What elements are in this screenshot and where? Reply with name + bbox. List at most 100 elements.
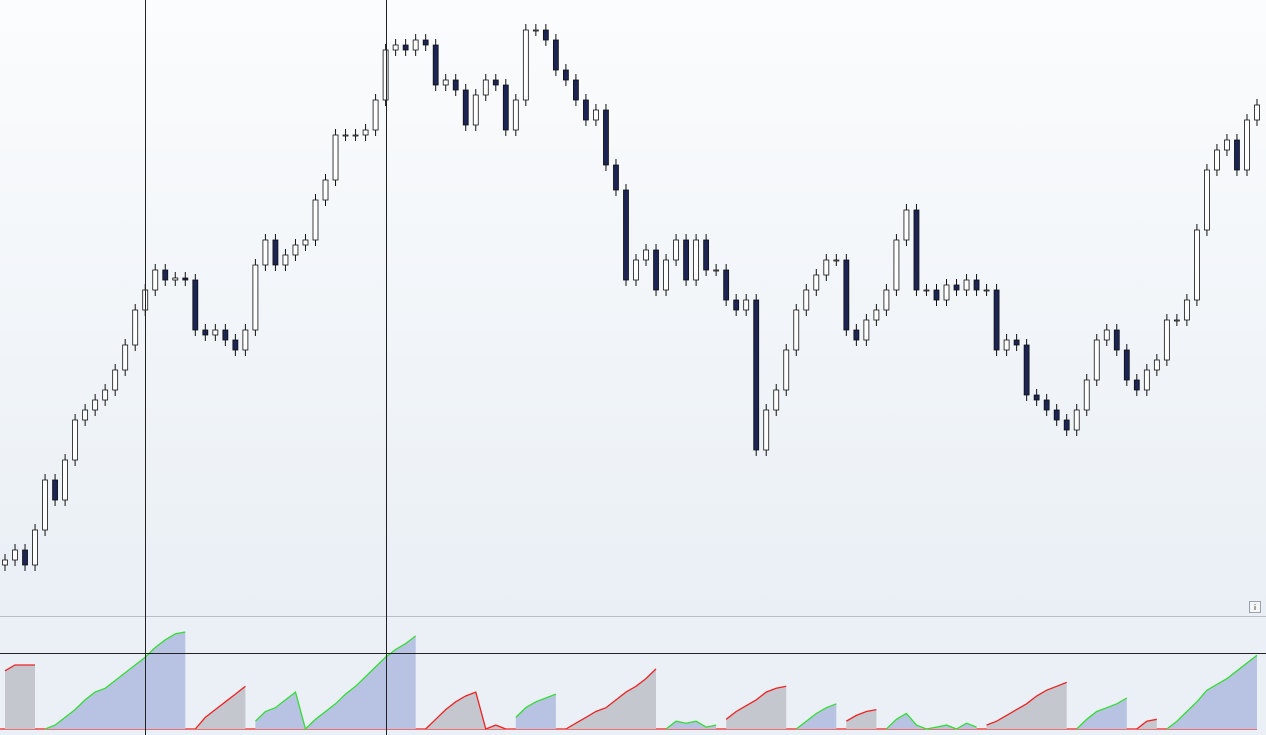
- candle-body: [122, 344, 129, 371]
- indicator-area: [846, 709, 877, 729]
- candle-body: [82, 409, 89, 421]
- candle-body: [12, 549, 18, 561]
- candle-body: [1073, 409, 1080, 431]
- candle-body: [1043, 399, 1050, 411]
- candle-body: [813, 274, 820, 291]
- candle-body: [723, 269, 730, 301]
- candle-body: [1103, 329, 1110, 341]
- candle-body: [663, 259, 669, 291]
- indicator-line: [515, 693, 557, 718]
- candle-body: [482, 79, 489, 96]
- indicator-line: [845, 708, 877, 722]
- indicator-area: [5, 665, 35, 729]
- candle-body: [773, 389, 780, 411]
- candle-body: [933, 289, 940, 301]
- candle-body: [112, 369, 119, 391]
- candle-body: [793, 309, 800, 351]
- candle-body: [42, 479, 48, 531]
- candle-body: [162, 269, 169, 281]
- candle-body: [763, 409, 770, 451]
- candle-body: [392, 44, 399, 51]
- candle-body: [302, 239, 309, 246]
- candle-body: [52, 479, 58, 501]
- candle-body: [973, 279, 980, 291]
- candle-body: [1023, 344, 1030, 396]
- candle-body: [342, 134, 349, 137]
- candle-body: [492, 79, 499, 86]
- candle-body: [1123, 349, 1130, 381]
- info-icon-stem: [1254, 606, 1256, 610]
- candle-body: [282, 254, 289, 266]
- candle-body: [502, 84, 509, 131]
- candle-body: [1234, 139, 1240, 171]
- indicator-line: [4, 664, 35, 672]
- candle-body: [843, 259, 850, 331]
- indicator-line: [795, 703, 837, 730]
- candle-body: [72, 419, 79, 461]
- candle-body: [512, 99, 519, 131]
- candle-body: [1143, 369, 1150, 391]
- candle-body: [1244, 119, 1250, 171]
- candle-body: [172, 277, 179, 281]
- candle-body: [943, 284, 950, 301]
- info-icon-dot: [1254, 604, 1256, 605]
- candle-body: [22, 549, 28, 566]
- candle-body: [1163, 319, 1170, 361]
- candle-body: [963, 279, 970, 291]
- candle-body: [522, 29, 529, 101]
- candle-body: [863, 319, 870, 341]
- candle-body: [1113, 329, 1120, 351]
- candle-body: [252, 264, 259, 331]
- candle-body: [1173, 319, 1180, 322]
- indicator-area: [255, 635, 416, 729]
- candle-body: [803, 289, 810, 311]
- candle-body: [262, 239, 269, 266]
- indicator-area: [796, 703, 837, 729]
- indicator-line: [665, 720, 717, 730]
- candle-body: [372, 99, 379, 131]
- candle-body: [1153, 359, 1160, 371]
- candle-body: [462, 89, 469, 126]
- info-icon[interactable]: [1249, 601, 1261, 613]
- indicator-area: [565, 668, 656, 729]
- indicator-area: [425, 692, 506, 729]
- candle-body: [412, 39, 419, 51]
- price-panel: [0, 0, 1266, 616]
- candle-body: [783, 349, 790, 391]
- candle-body: [1224, 139, 1230, 151]
- candle-body: [1003, 339, 1010, 351]
- candle-body: [683, 239, 689, 281]
- candle-body: [232, 339, 239, 351]
- candle-body: [62, 459, 68, 501]
- candle-body: [693, 239, 700, 281]
- candle-body: [432, 44, 439, 86]
- candle-body: [1254, 104, 1260, 121]
- candle-body: [823, 259, 830, 276]
- candle-body: [92, 399, 99, 411]
- candle-body: [472, 94, 479, 126]
- indicator-line: [44, 631, 186, 730]
- candle-body: [312, 199, 319, 241]
- candle-body: [242, 329, 249, 351]
- candle-body: [292, 244, 299, 256]
- candle-body: [833, 259, 840, 262]
- candle-body: [633, 259, 639, 281]
- candle-body: [272, 239, 279, 266]
- candle-body: [733, 299, 740, 311]
- candle-body: [1183, 299, 1190, 321]
- candle-body: [703, 239, 710, 271]
- candle-body: [1013, 339, 1020, 346]
- candle-body: [402, 44, 409, 51]
- indicator-line: [986, 681, 1067, 726]
- indicator-line: [565, 668, 657, 730]
- candle-body: [673, 239, 679, 261]
- indicator-area: [515, 694, 556, 729]
- candle-body: [542, 29, 549, 41]
- candle-body: [573, 79, 579, 101]
- candle-body: [422, 39, 429, 46]
- candle-body: [883, 289, 890, 311]
- candle-body: [983, 289, 990, 292]
- candle-body: [382, 49, 389, 101]
- candle-body: [923, 289, 930, 292]
